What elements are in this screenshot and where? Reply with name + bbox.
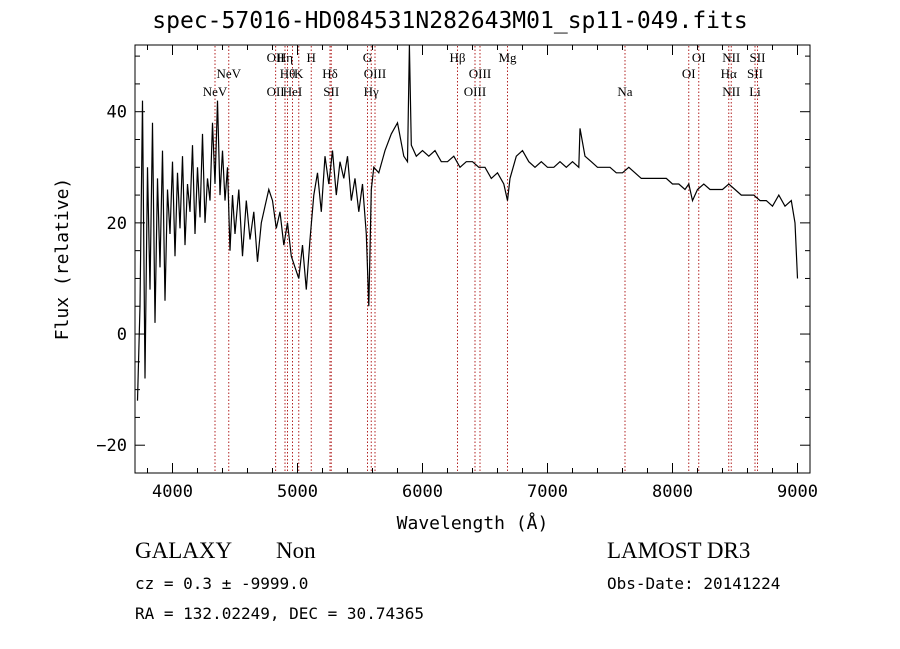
x-tick-label: 4000	[152, 482, 193, 502]
y-tick-label: 0	[117, 325, 127, 345]
subclass-label: Non	[276, 538, 316, 563]
x-tick-label: 5000	[277, 482, 318, 502]
line-label: OII	[267, 84, 285, 99]
line-label: NeV	[203, 84, 228, 99]
line-label: OIII	[364, 66, 386, 81]
y-tick-label: 20	[107, 214, 127, 234]
line-label: OI	[682, 66, 696, 81]
line-label: Mg	[498, 50, 517, 65]
line-label: Hβ	[449, 50, 465, 65]
spectrum-series	[136, 44, 799, 401]
x-tick-label: 6000	[402, 482, 443, 502]
line-label: K	[294, 66, 304, 81]
radec-label: RA = 132.02249, DEC = 30.74365	[135, 604, 424, 623]
survey-label: LAMOST DR3	[607, 538, 751, 563]
line-label: NII	[722, 84, 740, 99]
y-axis-title: Flux (relative)	[52, 178, 73, 341]
plot-frame	[134, 44, 811, 474]
obs-date-label: Obs-Date: 20141224	[607, 574, 781, 593]
line-label: SII	[750, 50, 766, 65]
line-label: Hθ	[280, 66, 296, 81]
line-label: Hα	[721, 66, 737, 81]
line-label: Li	[749, 84, 761, 99]
line-markers	[214, 46, 758, 472]
x-tick-label: 8000	[652, 482, 693, 502]
line-label: OIII	[464, 84, 486, 99]
class-label: GALAXY	[135, 538, 233, 563]
line-label: Hδ	[322, 66, 338, 81]
line-labels: NeVNeVOIIOIIHηHθHeIKHHδSIIGOIIIHγHβOIIIO…	[203, 50, 766, 99]
line-label: NII	[722, 50, 740, 65]
line-label: Na	[617, 84, 632, 99]
line-label: OI	[692, 50, 706, 65]
line-label: SII	[747, 66, 763, 81]
line-label: HeI	[283, 84, 303, 99]
line-label: OIII	[469, 66, 491, 81]
spectrum-layer	[136, 44, 799, 401]
line-label: OII	[267, 50, 285, 65]
x-tick-label: 7000	[527, 482, 568, 502]
y-tick-label: 40	[107, 103, 127, 123]
line-label: Hγ	[364, 84, 379, 99]
line-label: Hη	[277, 50, 293, 65]
cz-label: cz = 0.3 ± -9999.0	[135, 574, 309, 593]
axes-layer: 4000 5000 6000 7000 8000 9000 −20 0 20 40 Waveleng…	[52, 44, 818, 534]
x-axis-title: Wavelength (Å)	[397, 512, 549, 534]
line-label: G	[363, 50, 372, 65]
line-label: NeV	[216, 66, 241, 81]
x-tick-label: 9000	[777, 482, 818, 502]
line-label: H	[307, 50, 316, 65]
line-label: SII	[323, 84, 339, 99]
y-tick-label: −20	[96, 436, 127, 456]
chart-title: spec-57016-HD084531N282643M01_sp11-049.f…	[152, 8, 748, 34]
